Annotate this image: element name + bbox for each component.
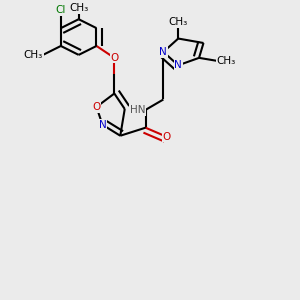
Text: N: N: [160, 47, 167, 57]
Text: CH₃: CH₃: [24, 50, 43, 60]
Text: N: N: [99, 120, 106, 130]
Text: O: O: [110, 53, 118, 63]
Text: N: N: [174, 60, 182, 70]
Text: O: O: [92, 102, 101, 112]
Text: HN: HN: [130, 105, 146, 115]
Text: Cl: Cl: [56, 5, 66, 15]
Text: CH₃: CH₃: [169, 17, 188, 27]
Text: O: O: [162, 132, 170, 142]
Text: CH₃: CH₃: [217, 56, 236, 66]
Text: CH₃: CH₃: [69, 3, 88, 13]
